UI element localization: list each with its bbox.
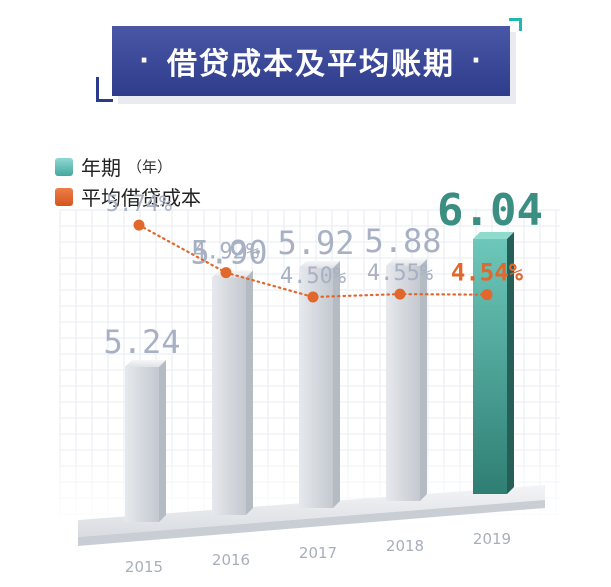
bar-value-label-2017: 5.92: [277, 224, 354, 262]
bar-2015: [125, 367, 159, 522]
platform-top: [78, 485, 545, 537]
bar-value-label-2018: 5.88: [364, 222, 441, 260]
title-banner-box: · 借贷成本及平均账期 ·: [112, 26, 510, 96]
bar-side-2018: [420, 259, 427, 501]
bar-value-label-2015: 5.24: [103, 323, 180, 361]
bar-top-2017: [299, 261, 340, 268]
legend-swatch-years: [55, 157, 73, 176]
bar-top-2015: [125, 360, 166, 367]
bar-value-label-2016: 5.90: [190, 234, 267, 272]
x-tick-label-2019: 2019: [473, 530, 511, 548]
bar-side-2017: [333, 261, 340, 508]
bar-side-2016: [246, 270, 253, 515]
chart-title: 借贷成本及平均账期: [167, 47, 455, 82]
x-tick-label-2016: 2016: [212, 551, 250, 569]
platform-edge: [78, 500, 545, 546]
cost-point-2015: [133, 219, 145, 231]
bar-2017: [299, 268, 333, 508]
legend-unit-years: （年）: [127, 158, 173, 176]
bar-top-2018: [386, 259, 427, 266]
legend-label-years: 年期: [81, 156, 121, 180]
legend-item-years: 年期 （年）: [55, 152, 172, 181]
cost-point-2017: [307, 291, 319, 303]
cost-point-2018: [394, 288, 406, 300]
legend-label-cost: 平均借贷成本: [81, 186, 201, 210]
x-tick-label-2018: 2018: [386, 537, 424, 555]
corner-accent-bottom-left: [96, 77, 113, 102]
cost-value-label-2015: 5.74%: [106, 192, 172, 217]
bar-2018: [386, 266, 420, 501]
legend-swatch-cost: [55, 187, 73, 206]
x-tick-label-2017: 2017: [299, 544, 337, 562]
cost-value-labels: 5.74% 4.92% 4.50% 4.55% 4.54%: [106, 192, 524, 289]
bar-value-label-2019: 6.04: [437, 185, 543, 236]
cost-value-label-2018: 4.55%: [367, 261, 433, 286]
bar-value-labels: 5.24 5.90 5.92 5.886.04: [103, 185, 543, 361]
cost-point-2016: [220, 267, 232, 279]
cost-line-series: [133, 219, 493, 303]
bar-series: [125, 232, 514, 522]
bar-2019: [473, 239, 507, 494]
title-dot-right: ·: [471, 46, 483, 76]
cost-value-label-2019: 4.54%: [451, 259, 524, 287]
base-platform: [78, 485, 545, 546]
legend-item-cost: 平均借贷成本: [55, 182, 201, 211]
cost-point-2019: [481, 289, 493, 301]
cost-value-label-2016: 4.92%: [193, 240, 259, 265]
x-axis-labels: 2015 2016 2017 2018 2019: [125, 530, 511, 576]
title-banner: · 借贷成本及平均账期 ·: [96, 18, 526, 104]
bar-2016: [212, 277, 246, 515]
bar-side-2019: [507, 232, 514, 494]
bar-side-2015: [159, 360, 166, 522]
cost-value-label-2017: 4.50%: [280, 264, 346, 289]
x-tick-label-2015: 2015: [125, 558, 163, 576]
title-dot-left: ·: [139, 46, 151, 76]
corner-accent-top-right: [509, 18, 522, 31]
bar-top-2019: [473, 232, 514, 239]
